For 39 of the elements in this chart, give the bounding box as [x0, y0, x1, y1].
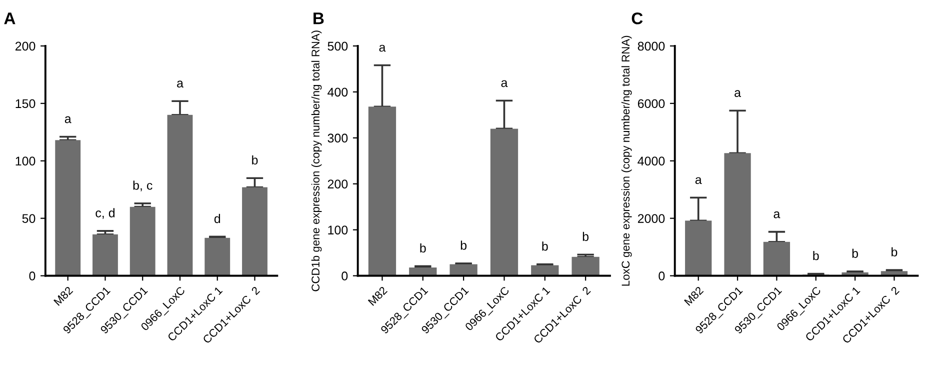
chart-title: B — [314, 12, 324, 24]
y-tick-label: 400 — [328, 88, 348, 97]
y-tick-label: 2000 — [638, 214, 665, 223]
y-axis-title: LoxC gene expression (copy number/ng total RNA) — [621, 36, 632, 286]
annotation: b — [542, 242, 548, 251]
y-tick-label: 300 — [328, 134, 348, 143]
annotation: a — [774, 211, 780, 218]
chart-title: A — [4, 12, 16, 24]
annotation: b — [582, 232, 589, 242]
annotation: b — [852, 248, 858, 258]
y-tick-label: 50 — [22, 214, 36, 223]
y-tick-label: 100 — [16, 156, 36, 166]
annotation: b, c — [133, 180, 152, 192]
annotation: a — [64, 116, 72, 124]
y-tick-label: 0 — [29, 272, 36, 280]
annotation: c, d — [96, 208, 114, 219]
annotation: a — [501, 80, 508, 88]
y-tick-label: 200 — [328, 180, 348, 188]
y-tick-label: 200 — [15, 42, 36, 51]
annotation: b — [813, 250, 819, 260]
y-tick-label: 0 — [658, 272, 665, 280]
annotation: a — [734, 90, 742, 98]
annotation: d — [214, 214, 220, 224]
y-tick-label: 0 — [342, 272, 348, 280]
y-tick-label: 150 — [16, 99, 36, 108]
y-axis-title: CCD1b gene expression (copy number/ng total RNA) — [311, 30, 322, 292]
y-tick-label: 8000 — [638, 42, 665, 51]
y-tick-label: 4000 — [638, 156, 665, 166]
y-tick-label: 500 — [328, 42, 348, 51]
chart-title: C — [632, 12, 643, 24]
y-tick-label: 6000 — [638, 99, 665, 108]
annotation: b — [892, 247, 898, 256]
y-tick-label: 100 — [328, 226, 348, 234]
annotation: b — [460, 240, 467, 250]
annotation: a — [177, 80, 184, 88]
annotation: a — [379, 44, 386, 52]
annotation: b — [420, 243, 426, 253]
annotation: a — [695, 177, 702, 184]
annotation: b — [252, 155, 258, 165]
